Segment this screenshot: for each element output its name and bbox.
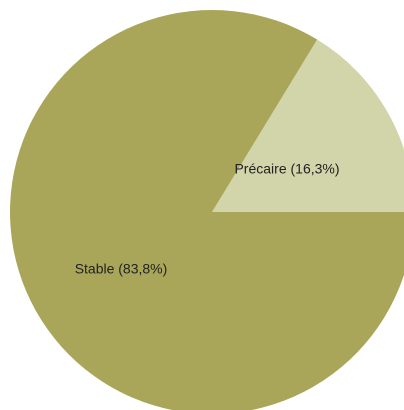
- pie-slice-label-stable: Stable (83,8%): [75, 261, 168, 277]
- pie-slice-precaire: [212, 39, 404, 212]
- pie-slice-label-precaire: Précaire (16,3%): [234, 161, 339, 177]
- pie-slices: [10, 10, 404, 410]
- pie-labels: Précaire (16,3%) Stable (83,8%): [75, 161, 340, 277]
- pie-slice-stable: [10, 10, 404, 410]
